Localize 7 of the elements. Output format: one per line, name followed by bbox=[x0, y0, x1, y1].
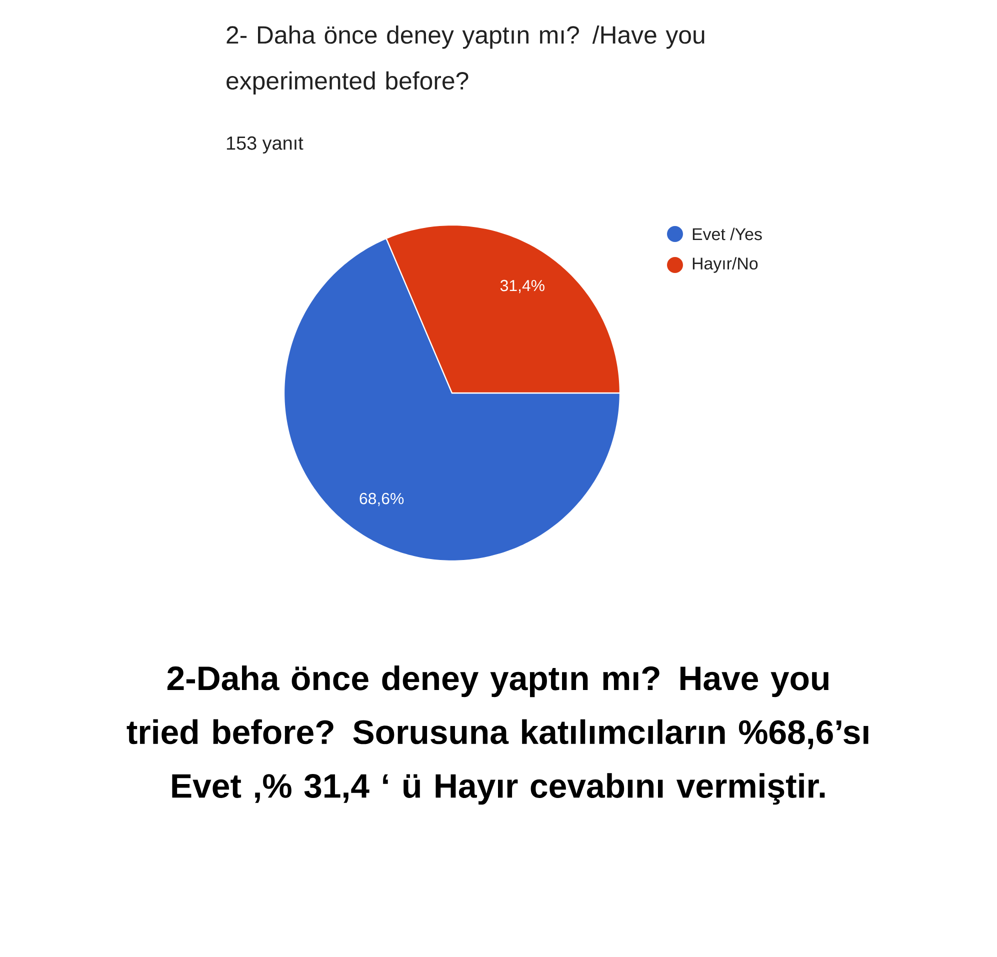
data-label: 68,6% bbox=[360, 492, 404, 506]
legend-label: Evet /Yes bbox=[692, 228, 762, 240]
data-label: 31,4% bbox=[500, 280, 544, 294]
chart-subtitle: 153 yanıt bbox=[226, 136, 304, 154]
text: 2-Daha önce deney yaptın mı? Have you tried before? Sorusuna katılımcıların %68,6’sı Evet ,% 31,4 ‘ ü Hayır cevabını vermiştir. bbox=[126, 666, 868, 805]
legend-label: Hayır/No bbox=[692, 257, 758, 273]
chart-title: 2- Daha önce deney yaptın mı? /Have you experimented before? bbox=[226, 26, 704, 95]
